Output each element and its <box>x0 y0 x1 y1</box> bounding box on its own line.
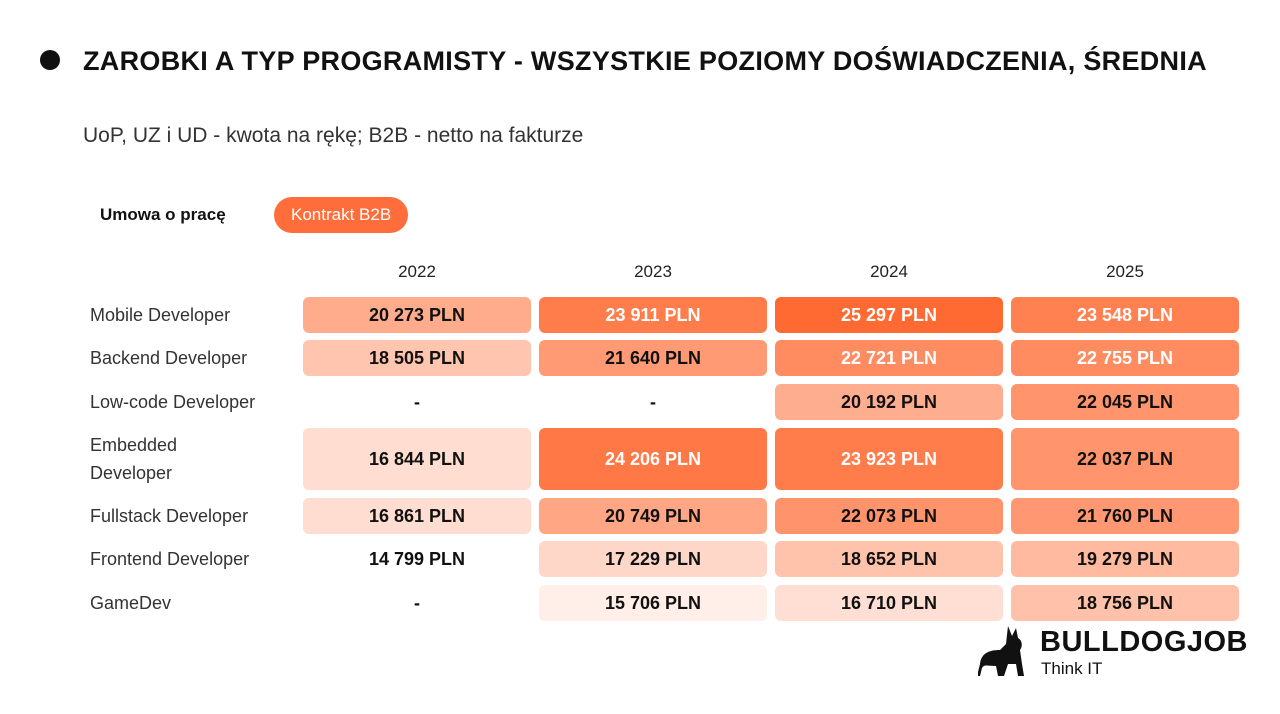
heatmap-cell: 14 799 PLN <box>303 541 531 577</box>
heatmap-cell: - <box>650 391 656 412</box>
column-header-2023: 2023 <box>634 262 672 281</box>
row-label: Frontend Developer <box>90 549 250 569</box>
heatmap-cell: 20 749 PLN <box>539 498 767 534</box>
heatmap-cell: 20 273 PLN <box>303 297 531 333</box>
heatmap-cell: 22 037 PLN <box>1011 428 1239 490</box>
page-title: ZAROBKI A TYP PROGRAMISTY - WSZYSTKIE PO… <box>83 46 1207 76</box>
page-subtitle: UoP, UZ i UD - kwota na rękę; B2B - nett… <box>83 124 584 147</box>
heatmap-cell: 21 640 PLN <box>539 340 767 376</box>
heatmap-cell: 18 652 PLN <box>775 541 1003 577</box>
heatmap-cell: 22 721 PLN <box>775 340 1003 376</box>
tab-kontrakt-b2b[interactable]: Kontrakt B2B <box>274 197 409 233</box>
heatmap-cell: 21 760 PLN <box>1011 498 1239 534</box>
heatmap-cell: 17 229 PLN <box>539 541 767 577</box>
heatmap-cell: 22 045 PLN <box>1011 384 1239 420</box>
heatmap-cell: 16 861 PLN <box>303 498 531 534</box>
column-header-2025: 2025 <box>1106 262 1144 281</box>
heatmap-cell: 24 206 PLN <box>539 428 767 490</box>
heatmap-cell: 16 710 PLN <box>775 585 1003 621</box>
column-header-2022: 2022 <box>398 262 436 281</box>
heatmap-cell: 16 844 PLN <box>303 428 531 490</box>
heatmap-cell: 19 279 PLN <box>1011 541 1239 577</box>
heatmap-cell: 22 755 PLN <box>1011 340 1239 376</box>
logo-name: BULLDOGJOB <box>1040 626 1248 658</box>
heatmap-cell: 18 505 PLN <box>303 340 531 376</box>
heatmap-cell: 22 073 PLN <box>775 498 1003 534</box>
heatmap-cell: - <box>414 391 420 412</box>
heatmap-cell: 18 756 PLN <box>1011 585 1239 621</box>
row-label: Backend Developer <box>90 348 248 368</box>
heatmap-cell: 25 297 PLN <box>775 297 1003 333</box>
row-label: Embedded Developer <box>90 435 178 483</box>
heatmap-cell: 23 548 PLN <box>1011 297 1239 333</box>
heatmap-cell: 23 911 PLN <box>539 297 767 333</box>
bulldog-logo-icon <box>978 626 1024 676</box>
row-label: GameDev <box>90 593 172 613</box>
row-label: Low-code Developer <box>90 392 256 412</box>
logo-tagline: Think IT <box>1041 659 1103 678</box>
heatmap-cell: - <box>414 592 420 613</box>
row-label: Mobile Developer <box>90 305 231 325</box>
heatmap-cell: 20 192 PLN <box>775 384 1003 420</box>
row-label: Fullstack Developer <box>90 506 249 526</box>
title-bullet <box>40 50 60 70</box>
column-header-2024: 2024 <box>870 262 908 281</box>
tab-umowa-o-prace[interactable]: Umowa o pracę <box>100 205 226 224</box>
heatmap-cell: 23 923 PLN <box>775 428 1003 490</box>
heatmap-cell: 15 706 PLN <box>539 585 767 621</box>
